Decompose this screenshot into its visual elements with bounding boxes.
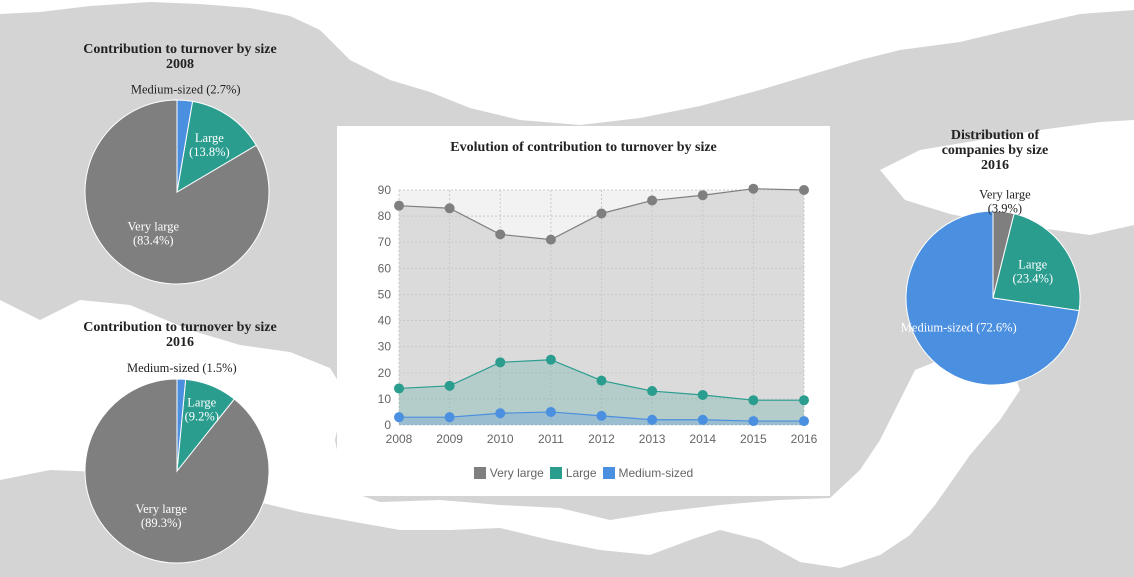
pie-label-very-large: Very large (83.4%) [128, 220, 180, 248]
y-tick-label: 50 [378, 287, 392, 301]
pie-2008-title: Contribution to turnover by size 2008 [45, 42, 315, 72]
data-point-medium-sized[interactable] [596, 410, 607, 421]
data-point-very-large[interactable] [394, 200, 404, 211]
data-point-large[interactable] [647, 386, 658, 397]
y-tick-label: 0 [384, 418, 391, 432]
pie-label-medium-sized: Medium-sized (72.6%) [901, 321, 1017, 335]
x-tick-label: 2016 [791, 432, 818, 446]
y-tick-label: 40 [378, 314, 392, 328]
legend-swatch [473, 467, 486, 479]
pie-label-large: Large (23.4%) [1012, 257, 1053, 285]
data-point-medium-sized[interactable] [647, 414, 658, 425]
y-tick-label: 20 [378, 366, 392, 380]
data-point-medium-sized[interactable] [697, 414, 708, 425]
pie-2008-title-text: Contribution to turnover by size [83, 42, 277, 57]
pie-label-very-large: Very large (89.3%) [135, 502, 187, 530]
data-point-very-large[interactable] [697, 190, 708, 201]
data-point-large[interactable] [748, 395, 759, 406]
data-point-medium-sized[interactable] [799, 416, 809, 427]
data-point-large[interactable] [394, 383, 404, 394]
pie-slice-medium-sized[interactable] [176, 99, 194, 193]
pie-distribution-title: Distribution of companies by size 2016 [905, 128, 1085, 173]
pie-slice-large[interactable] [176, 100, 257, 193]
pie-label-large: Large (13.8%) [189, 131, 230, 159]
pie-distribution-title-line-1: Distribution of [950, 128, 1040, 143]
area-chart: 0 10 20 30 40 50 60 70 80 90 2008 2009 2010 2011 2012 2… [378, 183, 818, 446]
data-point-large[interactable] [444, 380, 455, 391]
area-chart-title: Evolution of contribution to turnover by… [450, 140, 717, 155]
y-tick-label: 10 [378, 392, 392, 406]
x-tick-label: 2012 [588, 432, 615, 446]
data-point-medium-sized[interactable] [495, 408, 506, 419]
pie-2008-subtitle: 2008 [166, 57, 194, 72]
data-point-very-large[interactable] [495, 229, 506, 240]
y-tick-label: 70 [378, 235, 392, 249]
legend-item-large[interactable]: Large [549, 466, 597, 480]
data-point-large[interactable] [596, 375, 607, 386]
data-point-medium-sized[interactable] [545, 406, 556, 417]
x-tick-label: 2008 [386, 432, 413, 446]
x-tick-label: 2011 [538, 432, 564, 446]
data-point-very-large[interactable] [444, 203, 455, 214]
y-tick-label: 30 [378, 340, 392, 354]
data-point-very-large[interactable] [647, 195, 658, 206]
legend-label: Large [565, 466, 597, 480]
legend-swatch [602, 467, 615, 479]
pie-label-medium-sized: Medium-sized (1.5%) [127, 361, 237, 375]
pie-distribution-title-line-2: companies by size [941, 143, 1049, 158]
data-point-medium-sized[interactable] [394, 412, 404, 423]
area-chart-panel: Evolution of contribution to turnover by… [337, 126, 830, 496]
pie-2016-subtitle: 2016 [166, 335, 194, 350]
pie-label-medium-sized: Medium-sized (2.7%) [131, 82, 241, 96]
data-point-large[interactable] [697, 389, 708, 400]
area-chart-legend: Very large Large Medium-sized [337, 466, 830, 482]
pie-2016-title: Contribution to turnover by size 2016 [45, 320, 315, 350]
data-point-very-large[interactable] [748, 183, 759, 194]
y-tick-label: 90 [378, 183, 392, 197]
data-point-very-large[interactable] [799, 185, 809, 195]
x-tick-label: 2013 [639, 432, 666, 446]
data-point-large[interactable] [495, 357, 506, 368]
x-tick-label: 2014 [689, 432, 716, 446]
pie-slice-very-large[interactable] [84, 99, 270, 285]
x-tick-label: 2015 [740, 432, 767, 446]
pie-distribution-title-line-3: 2016 [981, 158, 1009, 173]
pie-2016-title-text: Contribution to turnover by size [83, 320, 277, 335]
legend-swatch [549, 467, 562, 479]
legend-item-very-large[interactable]: Very large [473, 466, 544, 480]
legend-label: Very large [489, 466, 544, 480]
y-tick-label: 60 [378, 261, 392, 275]
sea-north [0, 0, 1134, 125]
pie-label-large: Large (9.2%) [185, 396, 219, 424]
data-point-medium-sized[interactable] [748, 416, 759, 427]
pie-slice-large[interactable] [992, 212, 1081, 312]
pie-slice-medium-sized[interactable] [176, 378, 187, 472]
sea-black [880, 120, 1134, 235]
pie-slice-medium-sized[interactable] [905, 210, 1080, 386]
data-point-very-large[interactable] [596, 208, 607, 219]
data-point-medium-sized[interactable] [444, 412, 455, 423]
legend-item-medium-sized[interactable]: Medium-sized [602, 466, 694, 480]
y-tick-label: 80 [378, 209, 392, 223]
data-point-very-large[interactable] [545, 234, 556, 245]
x-tick-label: 2010 [487, 432, 514, 446]
data-point-large[interactable] [799, 395, 809, 406]
legend-label: Medium-sized [618, 466, 694, 480]
data-point-large[interactable] [545, 354, 556, 365]
pie-label-very-large: Very large (3.9%) [979, 187, 1031, 215]
x-tick-label: 2009 [436, 432, 463, 446]
